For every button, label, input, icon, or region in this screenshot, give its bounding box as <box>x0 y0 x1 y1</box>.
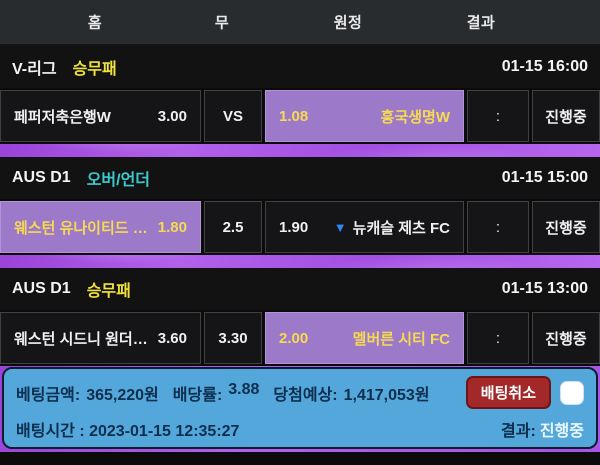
market-type: 승무패 <box>86 283 131 300</box>
home-odds-value: 1.80 <box>157 218 187 236</box>
away-team-name: 뉴캐슬 제츠 FC <box>352 219 450 237</box>
draw-odds-cell[interactable]: VS <box>204 90 262 142</box>
draw-value: 3.30 <box>218 329 248 347</box>
column-draw: 무 <box>214 14 230 32</box>
home-odds-value: 3.60 <box>157 329 187 347</box>
section-divider <box>0 144 600 157</box>
section-header-2: AUS D1 오버/언더 01-15 15:00 <box>0 157 600 199</box>
select-checkbox[interactable] <box>560 380 584 405</box>
match-row-1: 페퍼저축은행W 3.00 VS 1.08 흥국생명W : 진행중 <box>0 88 600 144</box>
cancel-bet-button[interactable]: 배팅취소 <box>465 376 551 409</box>
section-divider <box>0 255 600 268</box>
column-header: 홈 무 원정 결과 <box>0 0 600 46</box>
draw-value: VS <box>222 107 243 125</box>
section-header-3: AUS D1 승무패 01-15 13:00 <box>0 268 600 310</box>
section-header-1: V-리그 승무패 01-15 16:00 <box>0 46 600 88</box>
match-status: 진행중 <box>545 219 587 237</box>
score-separator-cell: : <box>467 312 529 364</box>
bet-time-label: 배팅시간 : <box>16 423 85 440</box>
line-value: 2.5 <box>222 218 244 236</box>
away-odds-value: 1.08 <box>279 107 309 125</box>
match-time: 01-15 16:00 <box>501 58 588 75</box>
away-odds-value: 2.00 <box>279 329 309 347</box>
league-name: AUS D1 <box>12 169 71 186</box>
score-colon: : <box>495 107 501 125</box>
column-result: 결과 <box>466 14 496 32</box>
score-separator-cell: : <box>467 201 529 253</box>
market-type: 승무패 <box>72 61 117 78</box>
total-odds-value: 3.88 <box>228 380 260 398</box>
total-odds-label: 배당률: <box>172 386 223 404</box>
summary-panel: 베팅금액: 365,220원 배당률: 3.88 당첨예상: 1,417,053… <box>2 367 598 449</box>
league-name: V-리그 <box>12 61 57 78</box>
match-status: 진행중 <box>545 330 587 348</box>
match-time: 01-15 13:00 <box>501 280 588 297</box>
bet-amount-label: 베팅금액: <box>16 386 81 404</box>
bet-amount-value: 365,220원 <box>86 386 159 404</box>
match-row-3: 웨스턴 시드니 원더… 3.60 3.30 2.00 멜버른 시티 FC : 진… <box>0 310 600 366</box>
score-separator-cell: : <box>467 90 529 142</box>
home-team-name: 웨스턴 유나이티드 … <box>14 219 148 237</box>
market-type: 오버/언더 <box>86 172 151 189</box>
under-triangle-icon: ▼ <box>333 219 347 235</box>
expected-win-label: 당첨예상: <box>273 386 338 404</box>
bet-time-value: 2023-01-15 12:35:27 <box>89 423 240 440</box>
away-team-name: 흥국생명W <box>380 108 450 126</box>
match-row-2: 웨스턴 유나이티드 … 1.80 2.5 1.90 ▼ 뉴캐슬 제츠 FC : … <box>0 199 600 255</box>
result-value: 진행중 <box>539 423 584 440</box>
expected-win-value: 1,417,053원 <box>343 386 430 404</box>
away-team-name: 멜버른 시티 FC <box>352 330 450 348</box>
league-name: AUS D1 <box>12 280 71 297</box>
match-status-cell: 진행중 <box>532 201 600 253</box>
home-odds-cell[interactable]: 웨스턴 시드니 원더… 3.60 <box>0 312 201 364</box>
draw-odds-cell[interactable]: 3.30 <box>204 312 262 364</box>
column-home: 홈 <box>87 14 103 32</box>
match-time: 01-15 15:00 <box>501 169 588 186</box>
home-team-name: 페퍼저축은행W <box>14 108 111 126</box>
home-odds-cell-selected[interactable]: 웨스턴 유나이티드 … 1.80 <box>0 201 201 253</box>
home-team-name: 웨스턴 시드니 원더… <box>14 330 148 348</box>
line-value-cell[interactable]: 2.5 <box>204 201 262 253</box>
summary-panel-wrap: 베팅금액: 365,220원 배당률: 3.88 당첨예상: 1,417,053… <box>0 366 600 452</box>
result-label: 결과: <box>501 423 536 440</box>
match-status: 진행중 <box>545 108 587 126</box>
match-status-cell: 진행중 <box>532 90 600 142</box>
away-odds-value: 1.90 <box>279 218 309 236</box>
away-odds-cell-selected[interactable]: 1.08 흥국생명W <box>265 90 464 142</box>
column-away: 원정 <box>333 14 363 32</box>
away-odds-cell[interactable]: 1.90 ▼ 뉴캐슬 제츠 FC <box>265 201 464 253</box>
score-colon: : <box>495 218 501 236</box>
away-odds-cell-selected[interactable]: 2.00 멜버른 시티 FC <box>265 312 464 364</box>
score-colon: : <box>495 329 501 347</box>
match-status-cell: 진행중 <box>532 312 600 364</box>
home-odds-value: 3.00 <box>157 107 187 125</box>
home-odds-cell[interactable]: 페퍼저축은행W 3.00 <box>0 90 201 142</box>
